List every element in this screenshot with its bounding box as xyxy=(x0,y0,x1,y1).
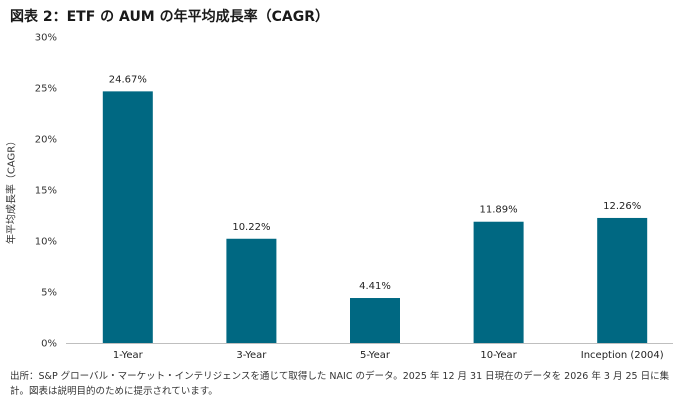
y-tick-label: 0% xyxy=(41,339,57,350)
bar xyxy=(473,221,524,343)
data-label: 24.67% xyxy=(109,74,147,85)
bar xyxy=(226,238,277,343)
y-tick-label: 30% xyxy=(35,33,57,44)
bar xyxy=(350,298,400,343)
y-axis-label: 年平均成長率（CAGR） xyxy=(6,135,18,245)
bar xyxy=(597,217,648,343)
data-label: 12.26% xyxy=(603,201,641,212)
x-tick-label: 1-Year xyxy=(113,350,144,361)
y-tick-label: 20% xyxy=(35,135,57,146)
y-tick-label: 25% xyxy=(35,84,57,95)
y-tick-label: 15% xyxy=(35,186,57,197)
bar xyxy=(102,91,153,343)
x-tick-label: 10-Year xyxy=(480,350,517,361)
y-tick-label: 10% xyxy=(35,237,57,248)
data-label: 4.41% xyxy=(359,281,391,292)
source-note: 出所：S&P グローバル・マーケット・インテリジェンスを通じて取得した NAIC… xyxy=(10,371,670,397)
chart-title: 図表 2：ETF の AUM の年平均成長率（CAGR） xyxy=(10,9,329,25)
data-label: 10.22% xyxy=(232,222,270,233)
x-tick-label: 3-Year xyxy=(236,350,267,361)
x-tick-label: Inception (2004) xyxy=(581,350,664,361)
x-tick-label: 5-Year xyxy=(360,350,391,361)
data-label: 11.89% xyxy=(480,205,518,216)
y-tick-label: 5% xyxy=(41,288,57,299)
